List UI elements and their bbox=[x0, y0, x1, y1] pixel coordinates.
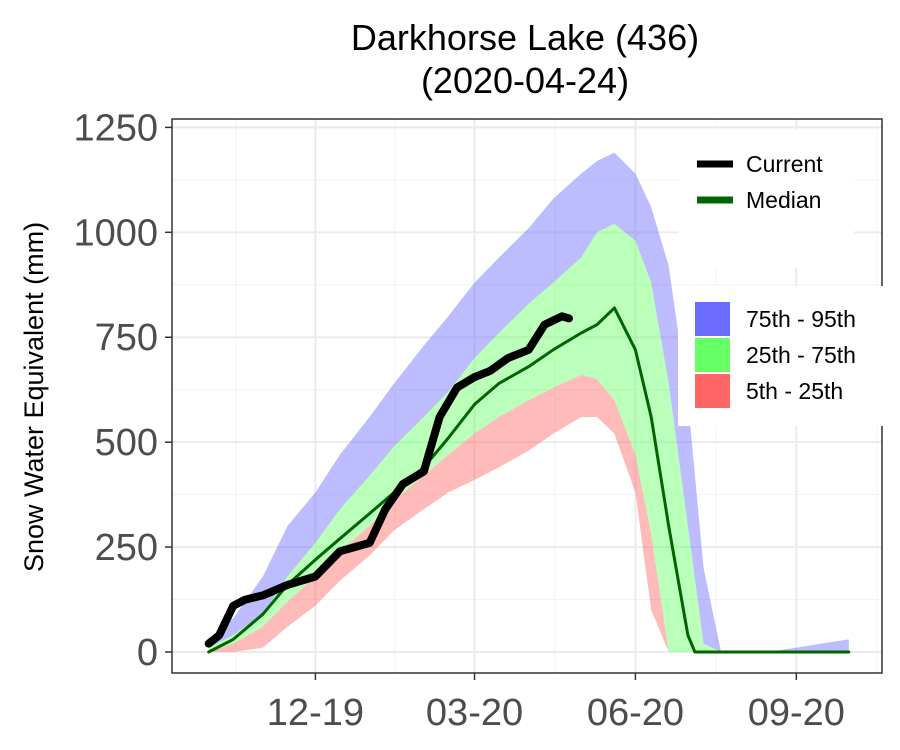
legend-label-band-3: 5th - 25th bbox=[746, 378, 843, 404]
y-tick-label: 1000 bbox=[73, 212, 158, 254]
series-lines bbox=[204, 306, 851, 654]
x-tick-label: 12-19 bbox=[267, 692, 364, 734]
band-5th-25th bbox=[208, 375, 849, 652]
x-tick-label: 03-20 bbox=[426, 692, 523, 734]
legend-label-current: Current bbox=[746, 151, 823, 177]
y-tick-label: 250 bbox=[95, 527, 158, 569]
x-tick-label: 06-20 bbox=[587, 692, 684, 734]
y-tick-label: 0 bbox=[137, 632, 158, 674]
legend: Current Median 75th - 95th 25th - 75th 5th -… bbox=[678, 130, 888, 426]
axes: 0 250 500 750 1000 1250 12-19 03-20 06-20 09-20 bbox=[73, 107, 844, 734]
y-tick-label: 500 bbox=[95, 422, 158, 464]
x-tick-label: 09-20 bbox=[748, 692, 845, 734]
legend-swatch-2 bbox=[695, 338, 730, 372]
series-line-median bbox=[207, 306, 851, 654]
chart-title-line-2: (2020-04-24) bbox=[421, 60, 629, 101]
legend-label-band-1: 75th - 95th bbox=[746, 306, 856, 332]
legend-label-median: Median bbox=[746, 187, 821, 213]
series-line-current bbox=[204, 312, 573, 648]
chart-title-line-1: Darkhorse Lake (436) bbox=[351, 17, 699, 58]
y-tick-label: 1250 bbox=[73, 107, 158, 149]
y-tick-label: 750 bbox=[95, 317, 158, 359]
percentile-bands bbox=[208, 152, 849, 652]
band-25th-75th bbox=[208, 223, 849, 652]
legend-label-band-2: 25th - 75th bbox=[746, 342, 856, 368]
legend-swatch-3 bbox=[695, 374, 730, 408]
band-75th-95th bbox=[208, 152, 849, 652]
y-axis-title: Snow Water Equivalent (mm) bbox=[19, 222, 49, 572]
legend-swatch-1 bbox=[695, 302, 730, 336]
